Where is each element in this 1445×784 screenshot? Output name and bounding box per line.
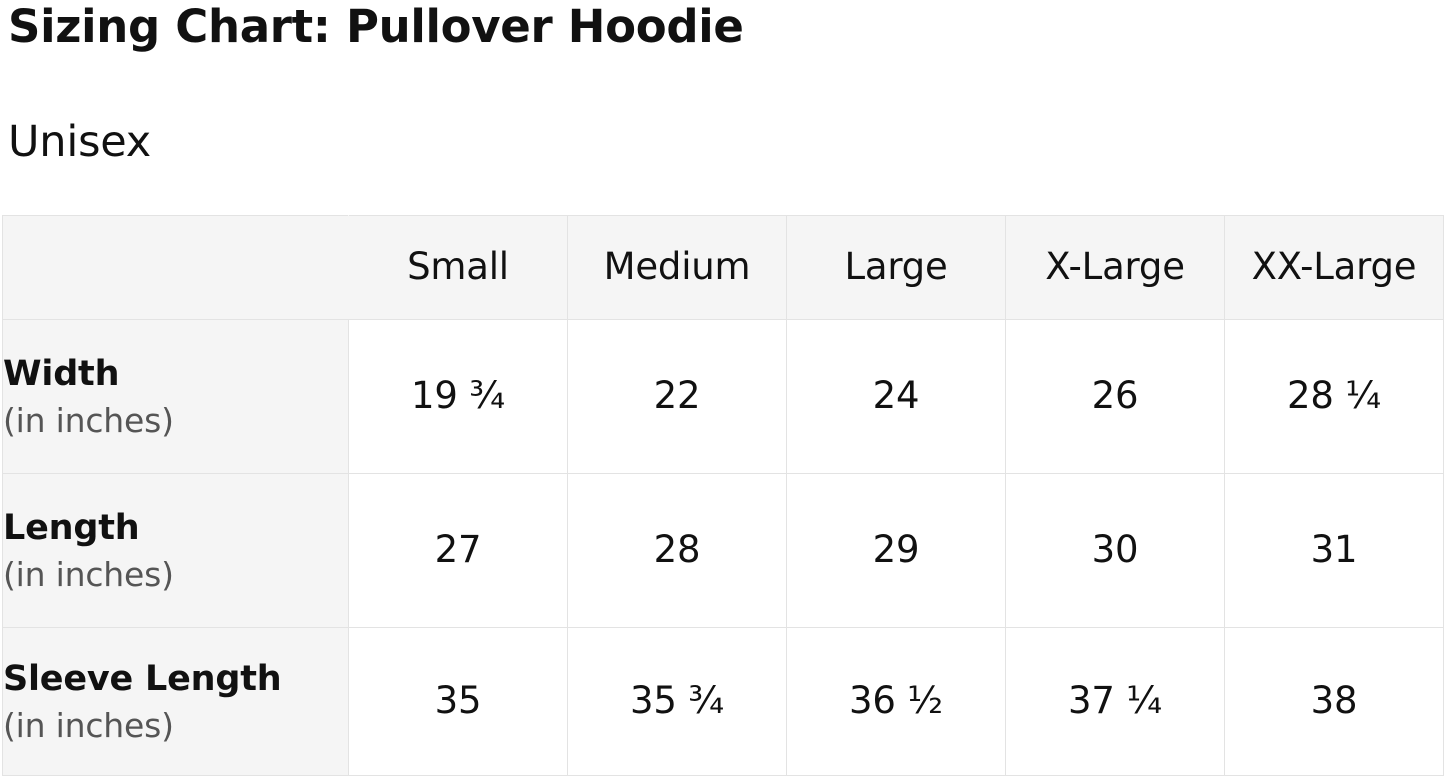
row-label-unit: (in inches) bbox=[3, 400, 174, 440]
row-label-length: Length (in inches) bbox=[2, 473, 349, 628]
row-label-unit: (in inches) bbox=[3, 554, 174, 594]
cell-width-large: 24 bbox=[786, 319, 1006, 474]
column-header-x-large: X-Large bbox=[1005, 215, 1225, 320]
column-header-medium: Medium bbox=[567, 215, 787, 320]
cell-length-large: 29 bbox=[786, 473, 1006, 628]
cell-width-xx-large: 28 ¼ bbox=[1224, 319, 1444, 474]
row-label-unit: (in inches) bbox=[3, 705, 174, 745]
sizing-table: Small Medium Large X-Large XX-Large Widt… bbox=[2, 215, 1444, 776]
cell-sleeve-medium: 35 ¾ bbox=[567, 627, 787, 776]
column-header-xx-large: XX-Large bbox=[1224, 215, 1444, 320]
column-header-small: Small bbox=[348, 215, 568, 320]
sizing-table-container: Small Medium Large X-Large XX-Large Widt… bbox=[2, 215, 1444, 776]
table-row: Width (in inches) 19 ¾ 22 24 26 28 ¼ bbox=[2, 319, 1444, 474]
row-label-name: Sleeve Length bbox=[3, 658, 282, 699]
row-label-sleeve-length: Sleeve Length (in inches) bbox=[2, 627, 349, 776]
cell-sleeve-x-large: 37 ¼ bbox=[1005, 627, 1225, 776]
cell-width-x-large: 26 bbox=[1005, 319, 1225, 474]
table-row: Length (in inches) 27 28 29 30 31 bbox=[2, 473, 1444, 628]
cell-length-medium: 28 bbox=[567, 473, 787, 628]
table-header: Small Medium Large X-Large XX-Large bbox=[2, 215, 1444, 320]
row-label-name: Width bbox=[3, 353, 120, 394]
cell-width-small: 19 ¾ bbox=[348, 319, 568, 474]
page-subtitle: Unisex bbox=[8, 117, 152, 167]
table-corner-cell bbox=[2, 215, 349, 320]
column-header-large: Large bbox=[786, 215, 1006, 320]
cell-width-medium: 22 bbox=[567, 319, 787, 474]
cell-sleeve-xx-large: 38 bbox=[1224, 627, 1444, 776]
page-title: Sizing Chart: Pullover Hoodie bbox=[8, 0, 744, 53]
cell-length-x-large: 30 bbox=[1005, 473, 1225, 628]
cell-sleeve-small: 35 bbox=[348, 627, 568, 776]
cell-length-small: 27 bbox=[348, 473, 568, 628]
cell-length-xx-large: 31 bbox=[1224, 473, 1444, 628]
row-label-width: Width (in inches) bbox=[2, 319, 349, 474]
table-header-row: Small Medium Large X-Large XX-Large bbox=[2, 215, 1444, 320]
table-row: Sleeve Length (in inches) 35 35 ¾ 36 ½ 3… bbox=[2, 627, 1444, 776]
row-label-name: Length bbox=[3, 507, 140, 548]
table-body: Width (in inches) 19 ¾ 22 24 26 28 ¼ Len… bbox=[2, 319, 1444, 776]
cell-sleeve-large: 36 ½ bbox=[786, 627, 1006, 776]
